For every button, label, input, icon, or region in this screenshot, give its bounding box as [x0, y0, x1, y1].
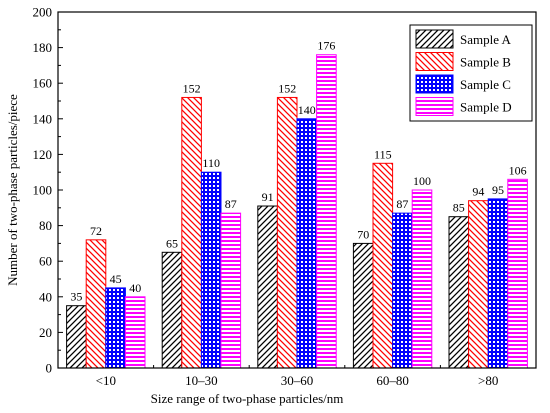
data-label: 87 [396, 197, 408, 211]
data-label: 40 [129, 281, 141, 295]
legend-label: Sample B [460, 55, 511, 70]
data-label: 106 [509, 163, 527, 177]
bar-sample-b-60-80 [372, 162, 394, 369]
bar-sample-c-10-30 [200, 171, 222, 369]
y-tick-label: 0 [46, 361, 53, 376]
x-tick-label: 10–30 [185, 373, 218, 388]
legend-swatch-sample-d [415, 97, 454, 116]
bar-sample-a-30-60 [257, 205, 278, 369]
legend-swatch-sample-a [415, 29, 454, 49]
bar-sample-d-30-60 [316, 54, 337, 369]
bar-sample-a-10 [66, 305, 87, 369]
data-label: 72 [90, 224, 102, 238]
data-label: 87 [225, 197, 237, 211]
x-tick-label: 30–60 [281, 373, 314, 388]
bar-sample-a-80 [448, 216, 470, 369]
y-tick-label: 60 [39, 254, 52, 269]
y-tick-label: 20 [39, 325, 52, 340]
data-label: 140 [298, 103, 316, 117]
plot-area-frame [57, 11, 537, 369]
y-tick-label: 160 [33, 76, 53, 91]
bar-sample-b-10-30 [181, 96, 202, 369]
y-tick-label: 40 [39, 289, 52, 304]
x-tick-label: <10 [96, 373, 116, 388]
bar-sample-a-10-30 [161, 251, 183, 369]
bar-sample-a-60-80 [352, 242, 374, 369]
data-label: 91 [262, 190, 274, 204]
x-tick-label: >80 [478, 373, 498, 388]
bar-sample-d-10-30 [220, 212, 242, 369]
bar-sample-b-80 [468, 200, 489, 369]
y-axis: 0 20 40 60 80 100 120 140 160 180 200 [33, 5, 63, 376]
x-tick-label: 60–80 [376, 373, 409, 388]
bar-sample-c-30-60 [296, 118, 318, 369]
legend-swatch-sample-c [415, 74, 454, 94]
y-tick-label: 120 [33, 147, 53, 162]
y-axis-title: Number of two-phase particles/piece [5, 94, 20, 286]
x-axis-title: Size range of two-phase particles/nm [151, 391, 344, 406]
data-label: 35 [70, 290, 82, 304]
data-label: 85 [453, 201, 465, 215]
bar-sample-c-10 [105, 287, 126, 369]
x-axis: <10 10–30 30–60 60–80 >80 [96, 363, 498, 388]
data-label: 115 [374, 147, 392, 161]
data-label: 176 [317, 39, 335, 53]
data-label: 65 [166, 236, 178, 250]
y-tick-label: 100 [33, 183, 53, 198]
bar-sample-c-60-80 [392, 212, 413, 369]
data-label: 94 [472, 185, 484, 199]
bar-sample-d-80 [507, 178, 528, 369]
y-tick-label: 140 [33, 111, 53, 126]
data-label: 45 [110, 272, 122, 286]
bars [66, 54, 528, 369]
legend: Sample A Sample B Sample C Sample D [409, 24, 533, 122]
bar-sample-d-60-80 [411, 189, 433, 369]
data-label: 70 [357, 227, 369, 241]
legend-swatch-sample-b [415, 52, 454, 71]
bar-sample-d-10 [124, 296, 146, 369]
bar-sample-c-80 [487, 198, 509, 369]
legend-label: Sample A [460, 32, 512, 47]
legend-label: Sample C [460, 77, 511, 92]
data-label: 152 [183, 81, 201, 95]
data-label: 152 [278, 81, 296, 95]
y-tick-label: 180 [33, 40, 53, 55]
legend-label: Sample D [460, 100, 512, 115]
data-labels: 35 65 91 70 85 72 152 152 115 94 45 110 140 87 95 40 87 1… [70, 39, 526, 304]
y-tick-label: 80 [39, 218, 52, 233]
bar-sample-b-30-60 [276, 96, 298, 369]
data-label: 95 [492, 183, 504, 197]
data-label: 100 [413, 174, 431, 188]
y-tick-label: 200 [33, 5, 53, 20]
bar-sample-b-10 [85, 239, 107, 369]
data-label: 110 [202, 156, 220, 170]
